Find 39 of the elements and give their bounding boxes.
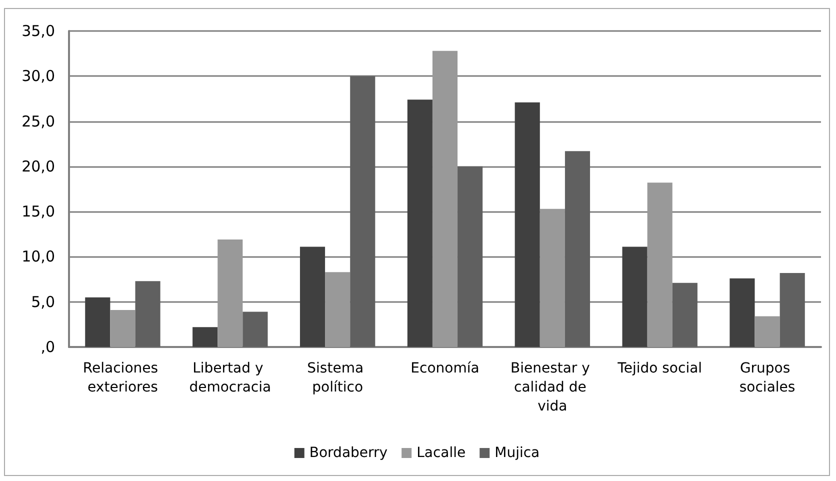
legend-label: Mujica xyxy=(494,445,540,461)
x-tick-label: Economía xyxy=(410,360,480,376)
bar xyxy=(325,272,350,347)
bar xyxy=(458,166,483,347)
bar xyxy=(540,208,565,347)
legend-label: Lacalle xyxy=(416,445,466,461)
bar xyxy=(407,100,432,347)
bar xyxy=(242,312,268,347)
legend-label: Bordaberry xyxy=(309,445,388,461)
y-tick-label: 15,0 xyxy=(22,202,55,221)
bar xyxy=(135,281,160,347)
bar xyxy=(754,316,780,347)
bar xyxy=(218,240,243,347)
bar xyxy=(300,246,326,347)
y-tick-label: ,0 xyxy=(40,338,55,356)
bar xyxy=(514,102,540,347)
bar xyxy=(350,76,376,347)
bar xyxy=(85,297,110,347)
bar xyxy=(647,182,672,347)
y-tick-label: 30,0 xyxy=(22,67,55,86)
bar xyxy=(780,272,805,347)
x-tick-label: Bienestar y calidad de vida xyxy=(510,360,594,414)
y-tick-label: 5,0 xyxy=(31,292,55,311)
bar xyxy=(672,282,698,347)
y-tick-label: 10,0 xyxy=(22,248,55,266)
x-tick-label: Sistema político xyxy=(307,360,368,396)
bar xyxy=(564,151,590,347)
bar xyxy=(730,278,755,347)
y-tick-label: 35,0 xyxy=(22,22,55,40)
x-tick-label: Relaciones exteriores xyxy=(82,360,163,396)
x-tick-label: Libertad y democracia xyxy=(189,360,272,396)
y-tick-label: 20,0 xyxy=(22,157,55,176)
bar xyxy=(192,327,218,347)
x-tick-label: Grupos sociales xyxy=(739,360,796,396)
bar xyxy=(432,50,458,347)
y-tick-label: 25,0 xyxy=(22,112,55,130)
bar xyxy=(622,246,648,347)
x-tick-label: Tejido social xyxy=(616,360,702,376)
bar xyxy=(110,310,136,347)
